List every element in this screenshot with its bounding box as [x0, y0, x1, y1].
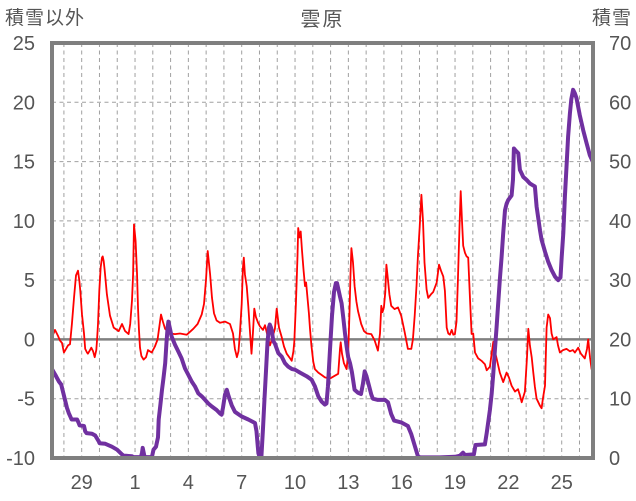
right-axis-tick-label: 10	[609, 389, 631, 411]
right-axis-tick-label: 60	[609, 92, 631, 114]
left-axis-tick-label: 15	[13, 152, 35, 174]
left-axis-tick-label: 0	[24, 329, 35, 351]
right-axis-tick-label: 70	[609, 33, 631, 55]
plot-border	[50, 41, 595, 460]
x-axis-tick-label: 13	[337, 472, 359, 494]
x-axis-tick-label: 1	[129, 472, 140, 494]
chart-title: 雲原	[300, 9, 345, 31]
x-axis-tick-label: 19	[444, 472, 466, 494]
right-axis-tick-label: 40	[609, 211, 631, 233]
x-axis-tick-label: 7	[236, 472, 247, 494]
right-axis-tick-label: 30	[609, 270, 631, 292]
x-axis-tick-label: 4	[183, 472, 194, 494]
temperature-line	[52, 190, 593, 410]
x-axis-tick-label: 25	[551, 472, 573, 494]
left-axis-tick-label: 5	[24, 270, 35, 292]
right-axis-title: 積雪	[591, 8, 632, 29]
left-axis-title: 積雪以外	[5, 8, 86, 29]
left-axis-tick-label: 20	[13, 92, 35, 114]
right-axis-tick-label: 50	[609, 152, 631, 174]
x-axis-tick-label: 10	[284, 472, 306, 494]
left-axis-tick-label: 10	[13, 211, 35, 233]
right-axis-tick-label: 20	[609, 329, 631, 351]
x-axis-tick-label: 16	[391, 472, 413, 494]
x-axis-tick-label: 29	[71, 472, 93, 494]
left-axis-tick-label: -10	[6, 448, 35, 470]
right-axis-tick-label: 0	[609, 448, 620, 470]
left-axis-tick-label: 25	[13, 33, 35, 55]
left-axis-tick-label: -5	[17, 389, 35, 411]
x-axis-tick-label: 22	[497, 472, 519, 494]
